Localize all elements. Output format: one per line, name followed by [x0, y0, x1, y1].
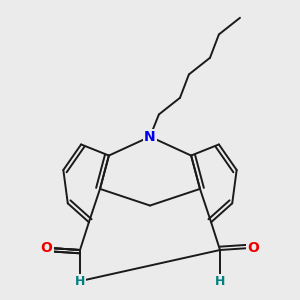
Text: N: N — [144, 130, 156, 144]
Text: H: H — [75, 274, 85, 288]
Text: O: O — [41, 241, 52, 255]
Text: H: H — [215, 274, 225, 288]
Text: O: O — [248, 241, 259, 255]
